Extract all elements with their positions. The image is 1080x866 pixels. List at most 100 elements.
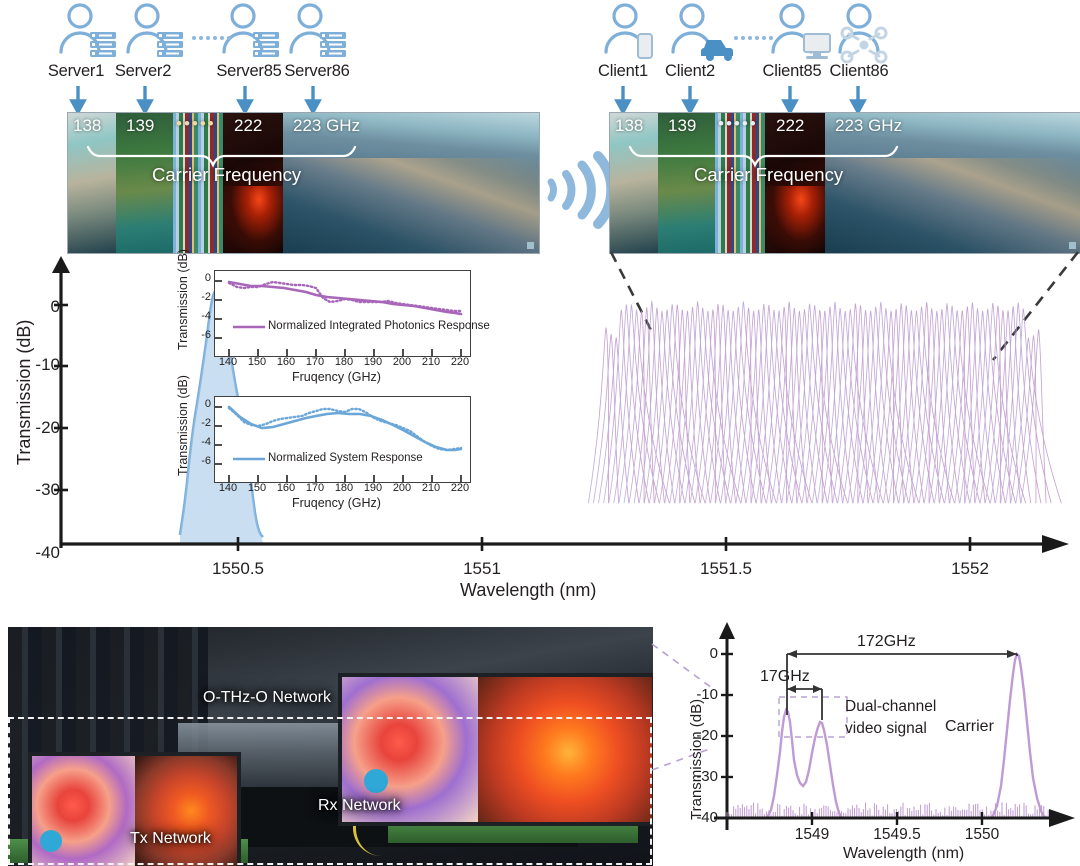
inset2-xtick-200: 200: [392, 482, 412, 494]
server-icons-svg: [59, 3, 183, 57]
video-cell-mid-bands: [173, 113, 223, 253]
freq-ellipsis-icon: •••••: [176, 114, 216, 133]
client-node-group: [600, 2, 900, 64]
server-carrier-frequency-label: Carrier Frequency: [152, 164, 302, 185]
client-arrows: [614, 86, 867, 116]
inset2-xlabel: Fruqency (GHz): [292, 496, 381, 510]
main-ytick-m20: -20: [35, 418, 60, 437]
inset2-xtick-220: 220: [450, 482, 470, 494]
client-icons-svg: [604, 3, 888, 64]
main-plot-yaxis: [52, 256, 70, 548]
br-xtick-1550: 1550: [964, 826, 1000, 843]
inset2-xtick-180: 180: [334, 482, 354, 494]
inset1-xtick-200: 200: [392, 356, 412, 368]
video-cell-139: [116, 113, 173, 253]
inset2-ytick-0: 0: [204, 398, 211, 410]
lab-photograph: O-THz-O Network Rx Network Tx Network: [8, 627, 653, 866]
main-xtick-1552: 1552: [951, 559, 989, 578]
rx-monitor-screen-right: [478, 677, 652, 822]
bottom-right-spectrum-chart: [714, 650, 1075, 827]
main-plot-xlabel: Wavelength (nm): [460, 580, 597, 600]
freq-ellipsis-icon: •••••: [718, 114, 758, 133]
br-annot-carrier: Carrier: [945, 718, 994, 735]
main-ytick-m10: -10: [35, 355, 60, 374]
inset2-xtick-210: 210: [421, 482, 441, 494]
server-node-group: [55, 2, 275, 62]
phone-icon: [637, 33, 653, 59]
inset1-ytick-0: 0: [204, 272, 211, 284]
client-label-1: Client1: [598, 62, 648, 80]
inset1-xtick-170: 170: [305, 356, 325, 368]
photo-label-rx: Rx Network: [318, 797, 401, 814]
server-label-1: Server1: [47, 62, 105, 80]
video-strip-badge: [1069, 242, 1076, 249]
main-ytick-m40: -40: [35, 543, 60, 562]
freq-label-222: 222: [234, 116, 263, 135]
wifi-waves-icon: [547, 151, 617, 229]
freq-label-138: 138: [615, 116, 644, 135]
inset1-ytick-m6: -6: [201, 329, 211, 341]
video-cell-223-ridge: [283, 157, 539, 253]
br-annot-dual-2: video signal: [845, 720, 927, 737]
tx-monitor-screen-right: [134, 756, 237, 866]
inset1-xtick-180: 180: [334, 356, 354, 368]
br-xtick-1549: 1549: [794, 826, 830, 843]
video-cell-139: [658, 113, 715, 253]
server-icons-svg-2: [222, 3, 346, 57]
freq-label-139: 139: [126, 116, 155, 135]
client-video-strip: 138 139 ••••• 222 223 GHz Carrier Freque…: [609, 112, 1080, 254]
inset2-svg: [215, 405, 463, 482]
inset1-xtick-220: 220: [450, 356, 470, 368]
freq-label-139: 139: [668, 116, 697, 135]
br-ytick-0: 0: [709, 645, 718, 662]
inset1-ylabel: Transmission (dB): [176, 249, 190, 350]
client-brace: [628, 145, 899, 168]
rx-monitor-badge: [364, 769, 388, 793]
photo-to-chart-leaders: [651, 643, 713, 771]
br-ytick-m10: -10: [696, 686, 718, 703]
video-cell-138: [68, 113, 116, 253]
zoom-leader-lines: [609, 251, 1080, 361]
br-annot-dual-1: Dual-channel: [845, 698, 937, 715]
server-video-strip: 138 139 ••••• 222 223 GHz Carrier Freque…: [67, 112, 540, 254]
rx-monitor-screen-left: [342, 677, 479, 822]
br-ytick-m30: -30: [696, 768, 718, 785]
server-arrows: [69, 86, 322, 116]
inset-photonics-response: [214, 270, 471, 357]
inset2-ytick-m4: -4: [201, 436, 211, 448]
main-plot-ylabel: Transmission (dB): [14, 319, 34, 465]
br-annot-17ghz: 17GHz: [760, 668, 810, 685]
inset1-xtick-210: 210: [421, 356, 441, 368]
client-label-2: Client2: [665, 62, 715, 80]
inset1-ytick-m4: -4: [201, 310, 211, 322]
tx-monitor-badge: [40, 830, 62, 852]
main-spectrum-chart: [60, 287, 1070, 553]
photo-label-tx: Tx Network: [130, 830, 211, 847]
br-ytick-m20: -20: [696, 727, 718, 744]
video-cell-138: [610, 113, 658, 253]
client-label-86: Client86: [829, 62, 889, 80]
client-carrier-frequency-label: Carrier Frequency: [694, 164, 844, 185]
inset1-xlabel: Fruqency (GHz): [292, 370, 381, 384]
inset1-xtick-190: 190: [363, 356, 383, 368]
video-cell-222-lava: [765, 185, 825, 253]
server-ellipsis-icon: [192, 36, 231, 40]
freq-label-223: 223 GHz: [835, 116, 903, 135]
monitor-icon: [803, 33, 831, 59]
freq-label-223: 223 GHz: [293, 116, 361, 135]
main-ytick-0: 0: [50, 297, 60, 316]
server-label-86: Server86: [284, 62, 350, 80]
inset2-ytick-m2: -2: [201, 417, 211, 429]
inset1-svg: [215, 280, 463, 356]
inset1-xtick-150: 150: [247, 356, 267, 368]
photo-roi-dashed-box: [8, 717, 652, 865]
inset2-legend-label: Normalized System Response: [268, 452, 423, 464]
br-xtick-1549p5: 1549.5: [873, 826, 921, 843]
car-icon: [701, 40, 733, 61]
br-ytick-m40: -40: [696, 809, 718, 826]
client-label-85: Client85: [762, 62, 822, 80]
server-label-85: Server85: [216, 62, 282, 80]
inset2-xtick-140: 140: [218, 482, 238, 494]
main-xtick-1551: 1551: [463, 559, 501, 578]
main-xtick-1550p5: 1550.5: [212, 559, 264, 578]
